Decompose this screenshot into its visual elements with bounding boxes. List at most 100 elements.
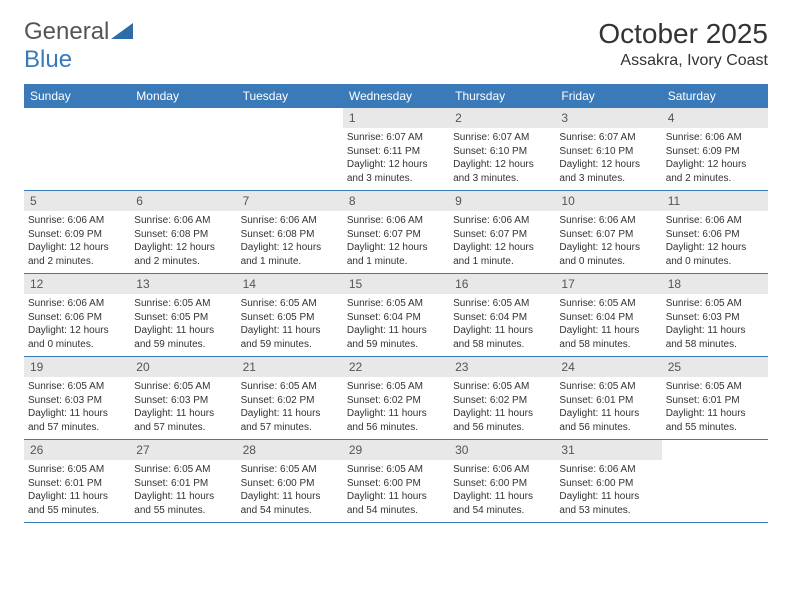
day-number: 3 [555, 108, 661, 128]
day-number: 12 [24, 274, 130, 294]
day-header-row: Sunday Monday Tuesday Wednesday Thursday… [24, 84, 768, 108]
empty-cell [662, 440, 768, 523]
day-cell: 6Sunrise: 6:06 AMSunset: 6:08 PMDaylight… [130, 191, 236, 274]
day-cell: 2Sunrise: 6:07 AMSunset: 6:10 PMDaylight… [449, 108, 555, 191]
day-number: 22 [343, 357, 449, 377]
day-number: 24 [555, 357, 661, 377]
day-cell: 13Sunrise: 6:05 AMSunset: 6:05 PMDayligh… [130, 274, 236, 357]
day-body: Sunrise: 6:06 AMSunset: 6:08 PMDaylight:… [130, 211, 236, 273]
logo-part1: General [24, 18, 109, 45]
day-number: 4 [662, 108, 768, 128]
day-body: Sunrise: 6:05 AMSunset: 6:02 PMDaylight:… [237, 377, 343, 439]
day-cell: 27Sunrise: 6:05 AMSunset: 6:01 PMDayligh… [130, 440, 236, 523]
day-cell: 17Sunrise: 6:05 AMSunset: 6:04 PMDayligh… [555, 274, 661, 357]
day-cell: 11Sunrise: 6:06 AMSunset: 6:06 PMDayligh… [662, 191, 768, 274]
day-body: Sunrise: 6:06 AMSunset: 6:00 PMDaylight:… [555, 460, 661, 522]
day-cell: 1Sunrise: 6:07 AMSunset: 6:11 PMDaylight… [343, 108, 449, 191]
day-body: Sunrise: 6:07 AMSunset: 6:10 PMDaylight:… [449, 128, 555, 190]
day-body: Sunrise: 6:06 AMSunset: 6:09 PMDaylight:… [662, 128, 768, 190]
day-cell: 31Sunrise: 6:06 AMSunset: 6:00 PMDayligh… [555, 440, 661, 523]
day-number: 30 [449, 440, 555, 460]
day-number: 13 [130, 274, 236, 294]
logo-triangle-icon [111, 23, 133, 39]
day-cell: 22Sunrise: 6:05 AMSunset: 6:02 PMDayligh… [343, 357, 449, 440]
day-cell: 12Sunrise: 6:06 AMSunset: 6:06 PMDayligh… [24, 274, 130, 357]
day-body: Sunrise: 6:05 AMSunset: 6:02 PMDaylight:… [449, 377, 555, 439]
empty-cell [24, 108, 130, 191]
day-body: Sunrise: 6:06 AMSunset: 6:09 PMDaylight:… [24, 211, 130, 273]
day-cell: 26Sunrise: 6:05 AMSunset: 6:01 PMDayligh… [24, 440, 130, 523]
day-number: 29 [343, 440, 449, 460]
day-number: 1 [343, 108, 449, 128]
day-cell: 18Sunrise: 6:05 AMSunset: 6:03 PMDayligh… [662, 274, 768, 357]
day-cell: 4Sunrise: 6:06 AMSunset: 6:09 PMDaylight… [662, 108, 768, 191]
day-cell: 15Sunrise: 6:05 AMSunset: 6:04 PMDayligh… [343, 274, 449, 357]
logo-text: GeneralBlue [24, 18, 133, 74]
day-number: 31 [555, 440, 661, 460]
day-number: 18 [662, 274, 768, 294]
day-number: 11 [662, 191, 768, 211]
day-number: 26 [24, 440, 130, 460]
day-header-sun: Sunday [24, 84, 130, 108]
day-cell: 20Sunrise: 6:05 AMSunset: 6:03 PMDayligh… [130, 357, 236, 440]
day-cell: 16Sunrise: 6:05 AMSunset: 6:04 PMDayligh… [449, 274, 555, 357]
empty-cell [237, 108, 343, 191]
day-body: Sunrise: 6:05 AMSunset: 6:05 PMDaylight:… [130, 294, 236, 356]
week-row: 5Sunrise: 6:06 AMSunset: 6:09 PMDaylight… [24, 191, 768, 274]
day-number: 7 [237, 191, 343, 211]
day-header-wed: Wednesday [343, 84, 449, 108]
day-number: 9 [449, 191, 555, 211]
day-body: Sunrise: 6:06 AMSunset: 6:00 PMDaylight:… [449, 460, 555, 522]
day-body: Sunrise: 6:05 AMSunset: 6:01 PMDaylight:… [662, 377, 768, 439]
day-body: Sunrise: 6:05 AMSunset: 6:04 PMDaylight:… [343, 294, 449, 356]
day-body: Sunrise: 6:05 AMSunset: 6:01 PMDaylight:… [555, 377, 661, 439]
day-header-fri: Friday [555, 84, 661, 108]
day-number: 5 [24, 191, 130, 211]
day-body: Sunrise: 6:07 AMSunset: 6:11 PMDaylight:… [343, 128, 449, 190]
day-cell: 28Sunrise: 6:05 AMSunset: 6:00 PMDayligh… [237, 440, 343, 523]
weeks-container: 1Sunrise: 6:07 AMSunset: 6:11 PMDaylight… [24, 108, 768, 523]
week-row: 1Sunrise: 6:07 AMSunset: 6:11 PMDaylight… [24, 108, 768, 191]
logo-part2: Blue [24, 46, 72, 73]
day-header-tue: Tuesday [237, 84, 343, 108]
day-number: 16 [449, 274, 555, 294]
day-number: 23 [449, 357, 555, 377]
day-number: 19 [24, 357, 130, 377]
day-header-mon: Monday [130, 84, 236, 108]
month-title: October 2025 [598, 18, 768, 50]
location: Assakra, Ivory Coast [598, 52, 768, 70]
day-number: 14 [237, 274, 343, 294]
day-body: Sunrise: 6:05 AMSunset: 6:00 PMDaylight:… [343, 460, 449, 522]
day-cell: 7Sunrise: 6:06 AMSunset: 6:08 PMDaylight… [237, 191, 343, 274]
calendar: Sunday Monday Tuesday Wednesday Thursday… [24, 84, 768, 523]
day-number: 20 [130, 357, 236, 377]
day-body: Sunrise: 6:05 AMSunset: 6:01 PMDaylight:… [130, 460, 236, 522]
empty-cell [130, 108, 236, 191]
day-body: Sunrise: 6:05 AMSunset: 6:03 PMDaylight:… [130, 377, 236, 439]
day-cell: 21Sunrise: 6:05 AMSunset: 6:02 PMDayligh… [237, 357, 343, 440]
day-body: Sunrise: 6:07 AMSunset: 6:10 PMDaylight:… [555, 128, 661, 190]
day-number: 10 [555, 191, 661, 211]
day-body: Sunrise: 6:06 AMSunset: 6:07 PMDaylight:… [555, 211, 661, 273]
day-number: 25 [662, 357, 768, 377]
day-number: 17 [555, 274, 661, 294]
day-cell: 29Sunrise: 6:05 AMSunset: 6:00 PMDayligh… [343, 440, 449, 523]
day-cell: 24Sunrise: 6:05 AMSunset: 6:01 PMDayligh… [555, 357, 661, 440]
logo: GeneralBlue [24, 18, 133, 74]
day-body: Sunrise: 6:05 AMSunset: 6:05 PMDaylight:… [237, 294, 343, 356]
week-row: 12Sunrise: 6:06 AMSunset: 6:06 PMDayligh… [24, 274, 768, 357]
day-cell: 25Sunrise: 6:05 AMSunset: 6:01 PMDayligh… [662, 357, 768, 440]
day-cell: 30Sunrise: 6:06 AMSunset: 6:00 PMDayligh… [449, 440, 555, 523]
day-number: 6 [130, 191, 236, 211]
day-body: Sunrise: 6:06 AMSunset: 6:06 PMDaylight:… [24, 294, 130, 356]
day-number: 15 [343, 274, 449, 294]
day-body: Sunrise: 6:05 AMSunset: 6:01 PMDaylight:… [24, 460, 130, 522]
day-body: Sunrise: 6:05 AMSunset: 6:04 PMDaylight:… [449, 294, 555, 356]
day-body: Sunrise: 6:05 AMSunset: 6:03 PMDaylight:… [24, 377, 130, 439]
day-number: 2 [449, 108, 555, 128]
week-row: 19Sunrise: 6:05 AMSunset: 6:03 PMDayligh… [24, 357, 768, 440]
day-body: Sunrise: 6:06 AMSunset: 6:08 PMDaylight:… [237, 211, 343, 273]
day-body: Sunrise: 6:06 AMSunset: 6:06 PMDaylight:… [662, 211, 768, 273]
day-body: Sunrise: 6:06 AMSunset: 6:07 PMDaylight:… [449, 211, 555, 273]
day-body: Sunrise: 6:05 AMSunset: 6:04 PMDaylight:… [555, 294, 661, 356]
